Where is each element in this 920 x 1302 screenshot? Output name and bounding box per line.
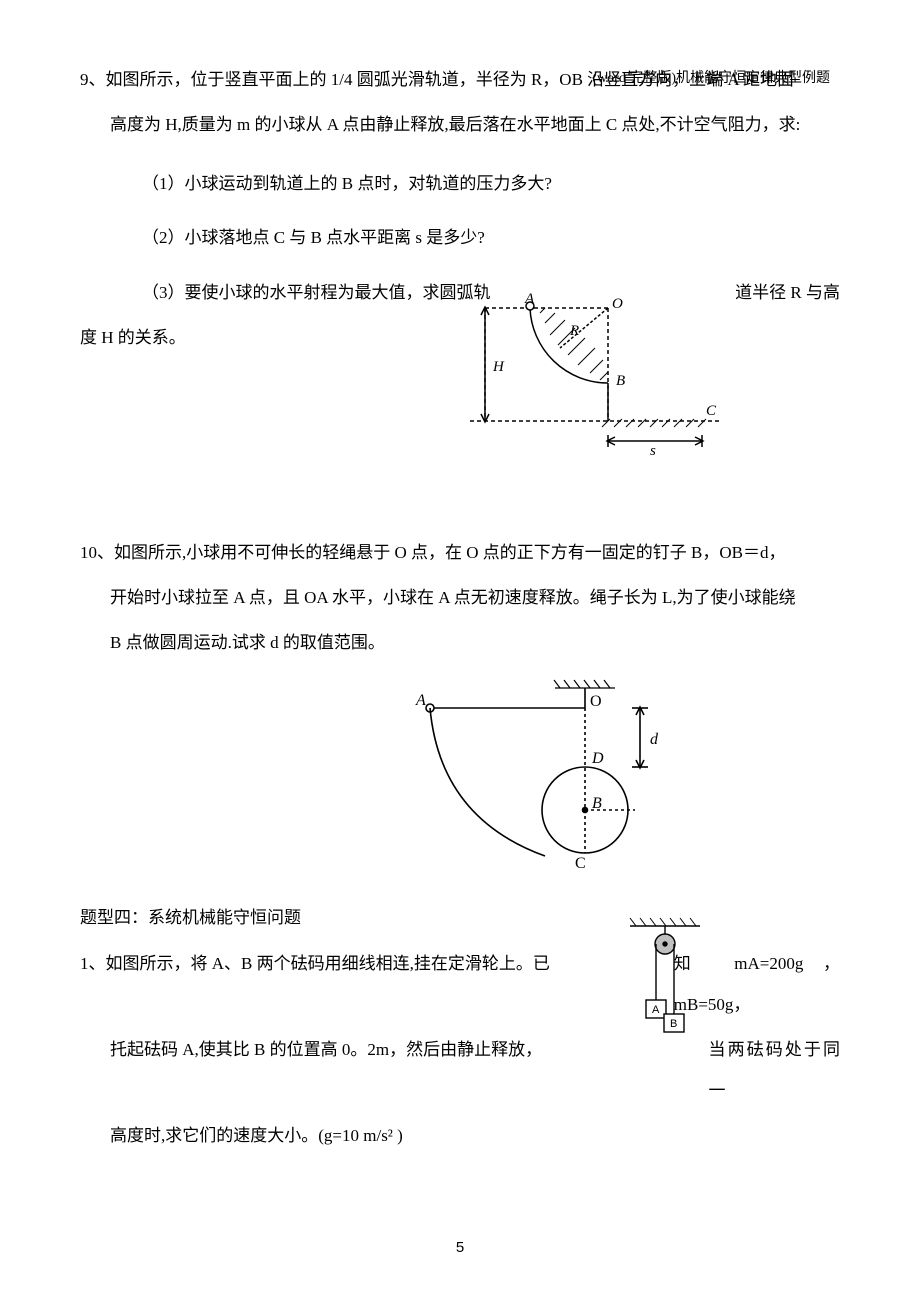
problem-9-text-2: 高度为 H,质量为 m 的小球从 A 点由静止释放,最后落在水平地面上 C 点处… [80, 105, 840, 146]
fig10-label-C: C [575, 855, 586, 868]
problem-10-text-1: 如图所示,小球用不可伸长的轻绳悬于 O 点，在 O 点的正下方有一固定的钉子 B… [114, 543, 786, 562]
fig9-label-C: C [706, 403, 717, 419]
page-number: 5 [456, 1230, 464, 1266]
fig9-label-s: s [650, 443, 656, 459]
problem-4-1-l1a: 1、如图所示，将 A、B 两个砝码用细线相连,挂在定滑轮上。已 [80, 944, 559, 1026]
problem-10-text-3: B 点做圆周运动.试求 d 的取值范围。 [80, 623, 840, 664]
fig10-label-D: D [591, 750, 604, 767]
problem-4-1-l2a: 托起砝码 A,使其比 B 的位置高 0。2m，然后由静止释放， [80, 1030, 593, 1112]
problem-9-q3a: （3）要使小球的水平射程为最大值，求圆弧轨 [80, 273, 491, 314]
problem-9-q3c: 度 H 的关系。 [80, 318, 840, 359]
problem-9: 9、如图所示，位于竖直平面上的 1/4 圆弧光滑轨道，半径为 R，OB 沿竖直方… [80, 60, 840, 453]
problem-10-text-2: 开始时小球拉至 A 点，且 OA 水平，小球在 A 点无初速度释放。绳子长为 L… [80, 578, 840, 619]
fig9-label-H: H [492, 359, 505, 375]
problem-4-1: A B 1、如图所示，将 A、B 两个砝码用细线相连,挂在定滑轮上。已 知 mA… [80, 944, 840, 1156]
fig10-label-A: A [415, 692, 426, 709]
fig10-label-B: B [592, 795, 602, 812]
problem-9-q2: （2）小球落地点 C 与 B 点水平距离 s 是多少? [80, 218, 840, 259]
problem-10-number: 10、 [80, 543, 114, 562]
problem-4-1-l3: 高度时,求它们的速度大小。(g=10 m/s² ) [80, 1116, 840, 1157]
section-4-title: 题型四：系统机械能守恒问题 [80, 898, 840, 939]
problem-4-1-text-l1a: 如图所示，将 A、B 两个砝码用细线相连,挂在定滑轮上。已 [106, 954, 550, 973]
figure-10: A O D B C d [410, 678, 690, 868]
problem-4-1-l2b: 当两砝码处于同一 [708, 1030, 840, 1112]
problem-10-line-1: 10、如图所示,小球用不可伸长的轻绳悬于 O 点，在 O 点的正下方有一固定的钉… [80, 533, 840, 574]
fig9-label-B: B [616, 373, 625, 389]
problem-9-q1: （1）小球运动到轨道上的 B 点时，对轨道的压力多大? [80, 164, 840, 205]
problem-9-number: 9、 [80, 70, 106, 89]
problem-9-q3b: 道半径 R 与高 [735, 273, 840, 314]
problem-4-1-number: 1、 [80, 954, 106, 973]
fig10-label-d: d [650, 731, 659, 748]
problem-10: 10、如图所示,小球用不可伸长的轻绳悬于 O 点，在 O 点的正下方有一固定的钉… [80, 533, 840, 867]
page-header: (word 完整版)机械能守恒定律典型例题 [592, 62, 830, 96]
problem-4-1-l1b: 知 mA=200g，mB=50g， [674, 944, 840, 1026]
fig10-label-O: O [590, 693, 602, 710]
